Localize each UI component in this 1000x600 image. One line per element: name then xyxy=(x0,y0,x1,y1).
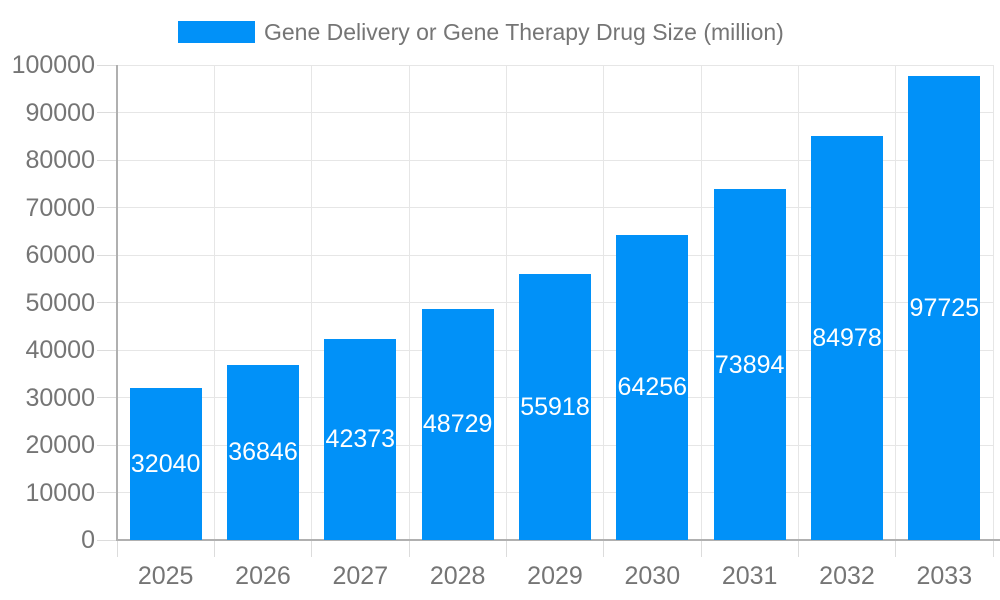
bar-value-label: 42373 xyxy=(325,425,396,454)
y-axis-tick-mark xyxy=(97,302,117,303)
gridline-vertical xyxy=(603,65,605,540)
x-axis-tick-mark xyxy=(700,541,702,557)
bar-value-label: 84978 xyxy=(812,324,882,353)
x-axis-tick-mark xyxy=(116,541,118,557)
y-axis-tick-label: 0 xyxy=(81,526,95,554)
bar-value-label: 55918 xyxy=(520,393,590,422)
y-axis-line xyxy=(116,65,118,541)
y-axis-tick-label: 20000 xyxy=(25,431,95,459)
gridline-horizontal xyxy=(117,254,993,256)
bar-2033[interactable] xyxy=(908,75,981,540)
bar-2031[interactable] xyxy=(713,189,786,540)
x-axis-tick-mark xyxy=(408,541,410,557)
y-axis-tick-label: 90000 xyxy=(25,98,95,127)
x-axis-tick-label: 2027 xyxy=(332,562,389,590)
x-axis-tick-label: 2029 xyxy=(527,562,583,590)
x-axis-tick-label: 2026 xyxy=(235,562,291,590)
bar-value-label: 48729 xyxy=(422,410,493,439)
y-axis-tick-mark xyxy=(97,112,117,113)
legend-swatch xyxy=(178,21,255,43)
y-axis-tick-mark xyxy=(97,64,117,66)
bar-value-label: 73894 xyxy=(714,350,785,379)
legend-series-label: Gene Delivery or Gene Therapy Drug Size … xyxy=(264,18,784,45)
y-axis-tick-mark xyxy=(97,254,117,256)
y-axis-tick-label: 60000 xyxy=(25,241,95,269)
y-axis-tick-mark xyxy=(97,444,117,446)
y-axis-tick-mark xyxy=(97,397,117,398)
y-axis-tick-mark xyxy=(97,207,117,208)
bar-value-label: 64256 xyxy=(617,373,688,402)
gridline-horizontal xyxy=(117,112,993,113)
bar-value-label: 97725 xyxy=(909,293,980,322)
x-axis-tick-label: 2032 xyxy=(819,562,875,590)
gridline-vertical xyxy=(992,65,994,540)
x-axis-tick-mark xyxy=(311,541,313,557)
y-axis-tick-mark xyxy=(97,159,117,161)
y-axis-tick-label: 100000 xyxy=(11,51,95,79)
gridline-vertical xyxy=(408,65,410,540)
x-axis-tick-mark xyxy=(505,541,507,557)
y-axis-tick-mark xyxy=(97,492,117,493)
gridline-horizontal xyxy=(117,64,993,66)
bar-2032[interactable] xyxy=(811,136,883,540)
bar-2026[interactable] xyxy=(227,364,299,540)
gridline-horizontal xyxy=(117,159,993,161)
bar-2029[interactable] xyxy=(519,274,591,540)
x-axis-tick-mark xyxy=(603,541,605,557)
y-axis-tick-label: 80000 xyxy=(25,146,95,174)
x-axis-tick-label: 2033 xyxy=(916,562,973,590)
gridline-vertical xyxy=(505,65,507,540)
y-axis-tick-mark xyxy=(97,349,117,351)
gridline-vertical xyxy=(700,65,702,540)
y-axis-tick-label: 30000 xyxy=(25,383,95,412)
x-axis-tick-mark xyxy=(895,541,897,557)
y-axis-tick-label: 10000 xyxy=(25,478,95,507)
y-axis-tick-mark xyxy=(97,539,117,541)
x-axis-tick-label: 2025 xyxy=(137,562,194,590)
bar-2027[interactable] xyxy=(324,338,397,540)
bar-2028[interactable] xyxy=(421,308,494,540)
y-axis-tick-label: 70000 xyxy=(25,193,95,222)
y-axis-tick-label: 40000 xyxy=(25,336,95,364)
x-axis-tick-mark xyxy=(992,541,994,557)
x-axis-tick-label: 2028 xyxy=(429,562,486,590)
gridline-vertical xyxy=(311,65,313,540)
x-axis-line xyxy=(116,539,1000,541)
gridline-vertical xyxy=(213,65,215,540)
gridline-vertical xyxy=(895,65,897,540)
x-axis-tick-label: 2031 xyxy=(721,562,778,590)
bar-value-label: 32040 xyxy=(130,449,201,478)
bar-2030[interactable] xyxy=(616,234,689,540)
y-axis-tick-label: 50000 xyxy=(25,288,95,317)
x-axis-tick-mark xyxy=(213,541,215,557)
bar-2025[interactable] xyxy=(129,387,202,540)
bar-value-label: 36846 xyxy=(228,438,298,467)
chart-legend: Gene Delivery or Gene Therapy Drug Size … xyxy=(178,18,784,45)
x-axis-tick-label: 2030 xyxy=(624,562,681,590)
x-axis-tick-mark xyxy=(797,541,799,557)
gridline-horizontal xyxy=(117,207,993,208)
gridline-vertical xyxy=(797,65,799,540)
